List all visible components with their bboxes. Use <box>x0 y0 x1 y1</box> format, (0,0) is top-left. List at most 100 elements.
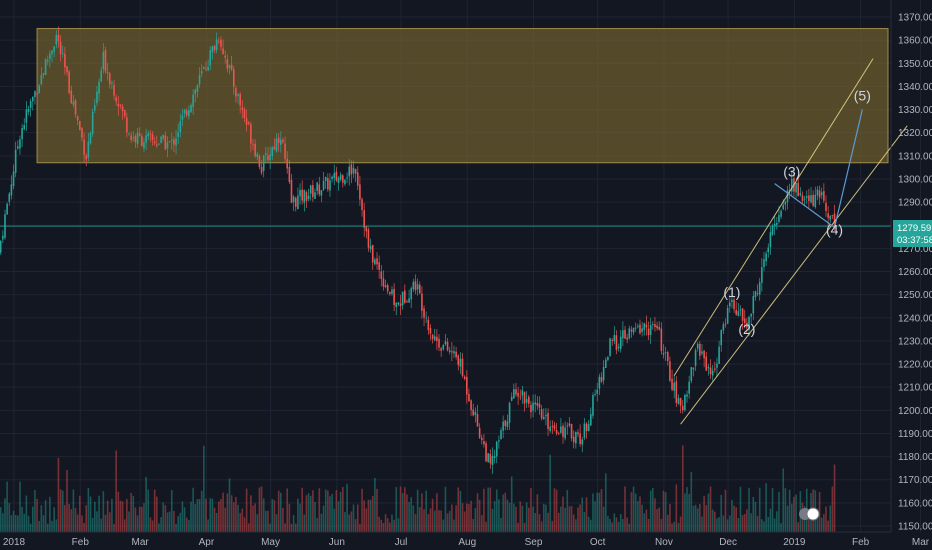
volume-bar <box>448 510 451 532</box>
candle-body <box>500 430 502 440</box>
volume-bar <box>49 496 51 532</box>
volume-bar <box>739 486 742 532</box>
candle-body <box>115 97 117 102</box>
volume-bar <box>660 518 663 532</box>
volume-bar <box>463 511 466 532</box>
resistance-zone[interactable] <box>36 28 889 164</box>
volume-bar <box>540 521 543 532</box>
event-badge-icon[interactable] <box>806 507 820 521</box>
volume-bar <box>239 512 241 532</box>
candle-body <box>598 376 601 389</box>
volume-bar <box>549 454 551 532</box>
volume-bar <box>61 490 64 532</box>
volume-bar <box>83 522 85 532</box>
volume-bar <box>581 497 584 532</box>
candle-body <box>703 350 705 359</box>
candle-body <box>455 351 457 358</box>
candlesticks <box>0 26 836 474</box>
volume-bar <box>474 508 477 532</box>
time-tick-label: May <box>261 537 280 548</box>
volume-bar <box>25 495 28 532</box>
volume-bar <box>513 503 515 532</box>
volume-bar <box>478 499 481 532</box>
price-tick-label: 1350.00 <box>898 59 932 70</box>
volume-bar <box>190 501 192 532</box>
volume-bar <box>609 519 611 532</box>
candle-body <box>743 318 746 324</box>
volume-bar <box>66 470 68 532</box>
volume-bar <box>596 492 599 532</box>
volume-bar <box>506 499 509 532</box>
candle-body <box>265 153 267 155</box>
candle-body <box>282 139 284 142</box>
candle-body <box>440 348 442 351</box>
volume-bar <box>782 468 785 532</box>
candle-body <box>466 376 468 395</box>
candle-body <box>158 143 160 145</box>
volume-bar <box>444 486 447 532</box>
candle-body <box>173 139 175 145</box>
candle-body <box>74 100 77 115</box>
volume-bar <box>688 493 690 532</box>
volume-bar <box>228 478 231 532</box>
candle-body <box>602 367 605 381</box>
candle-body <box>410 288 413 300</box>
volume-bar <box>457 487 460 532</box>
volume-bar <box>380 519 383 532</box>
candle-body <box>288 167 291 182</box>
volume-bar <box>495 489 498 532</box>
candle-body <box>247 122 250 125</box>
candle-body <box>213 46 216 51</box>
volume-bar <box>10 515 13 532</box>
volume-bar <box>324 489 327 532</box>
candle-body <box>6 203 8 215</box>
candle-body <box>226 59 229 69</box>
volume-bar <box>260 486 263 532</box>
volume-bar <box>85 505 88 532</box>
volume-bar <box>538 514 541 532</box>
volume-bar <box>746 509 748 532</box>
candle-body <box>694 350 697 366</box>
candle-body <box>397 302 400 305</box>
candle-body <box>222 48 224 54</box>
volume-bar <box>316 518 318 532</box>
candle-body <box>393 288 395 306</box>
volume-bar <box>151 520 154 532</box>
time-axis[interactable]: 2018 Feb Mar Apr May Jun Jul Aug Sep Oct Nov Dec 201… <box>3 537 930 548</box>
price-axis[interactable]: 1150.00 1160.00 1170.00 1180.00 1190.00 1200.… <box>898 13 932 533</box>
price-tick-label: 1190.00 <box>898 429 932 440</box>
candle-body <box>119 104 122 106</box>
candle-body <box>138 133 141 136</box>
candle-body <box>104 50 107 72</box>
candle-body <box>27 108 30 112</box>
volume-bar <box>203 445 205 532</box>
event-badges[interactable]: 2 <box>799 507 820 521</box>
candle-body <box>534 402 537 405</box>
candle-body <box>0 241 2 253</box>
candle-body <box>480 437 483 440</box>
candle-body <box>823 191 825 201</box>
volume-bar <box>433 510 436 532</box>
volume-bar <box>761 519 763 532</box>
time-tick-label: Mar <box>912 537 930 548</box>
candle-body <box>666 352 669 361</box>
volume-bar <box>213 507 216 532</box>
volume-bar <box>21 506 23 532</box>
candle-body <box>96 91 98 104</box>
volume-bar <box>585 497 588 532</box>
bar-countdown: 03:37:58 <box>897 235 932 246</box>
candle-body <box>235 88 237 97</box>
volume-bar <box>406 494 408 532</box>
volume-bar <box>147 489 150 532</box>
candle-body <box>262 155 265 171</box>
candle-body <box>224 55 227 58</box>
price-tick-label: 1210.00 <box>898 383 932 394</box>
candle-body <box>776 222 778 225</box>
trend-channel[interactable] <box>673 58 908 425</box>
candle-body <box>641 328 643 332</box>
volume-bar <box>166 512 169 532</box>
price-tick-label: 1170.00 <box>898 475 932 486</box>
volume-bar <box>795 494 797 532</box>
volume-bar <box>510 476 513 532</box>
